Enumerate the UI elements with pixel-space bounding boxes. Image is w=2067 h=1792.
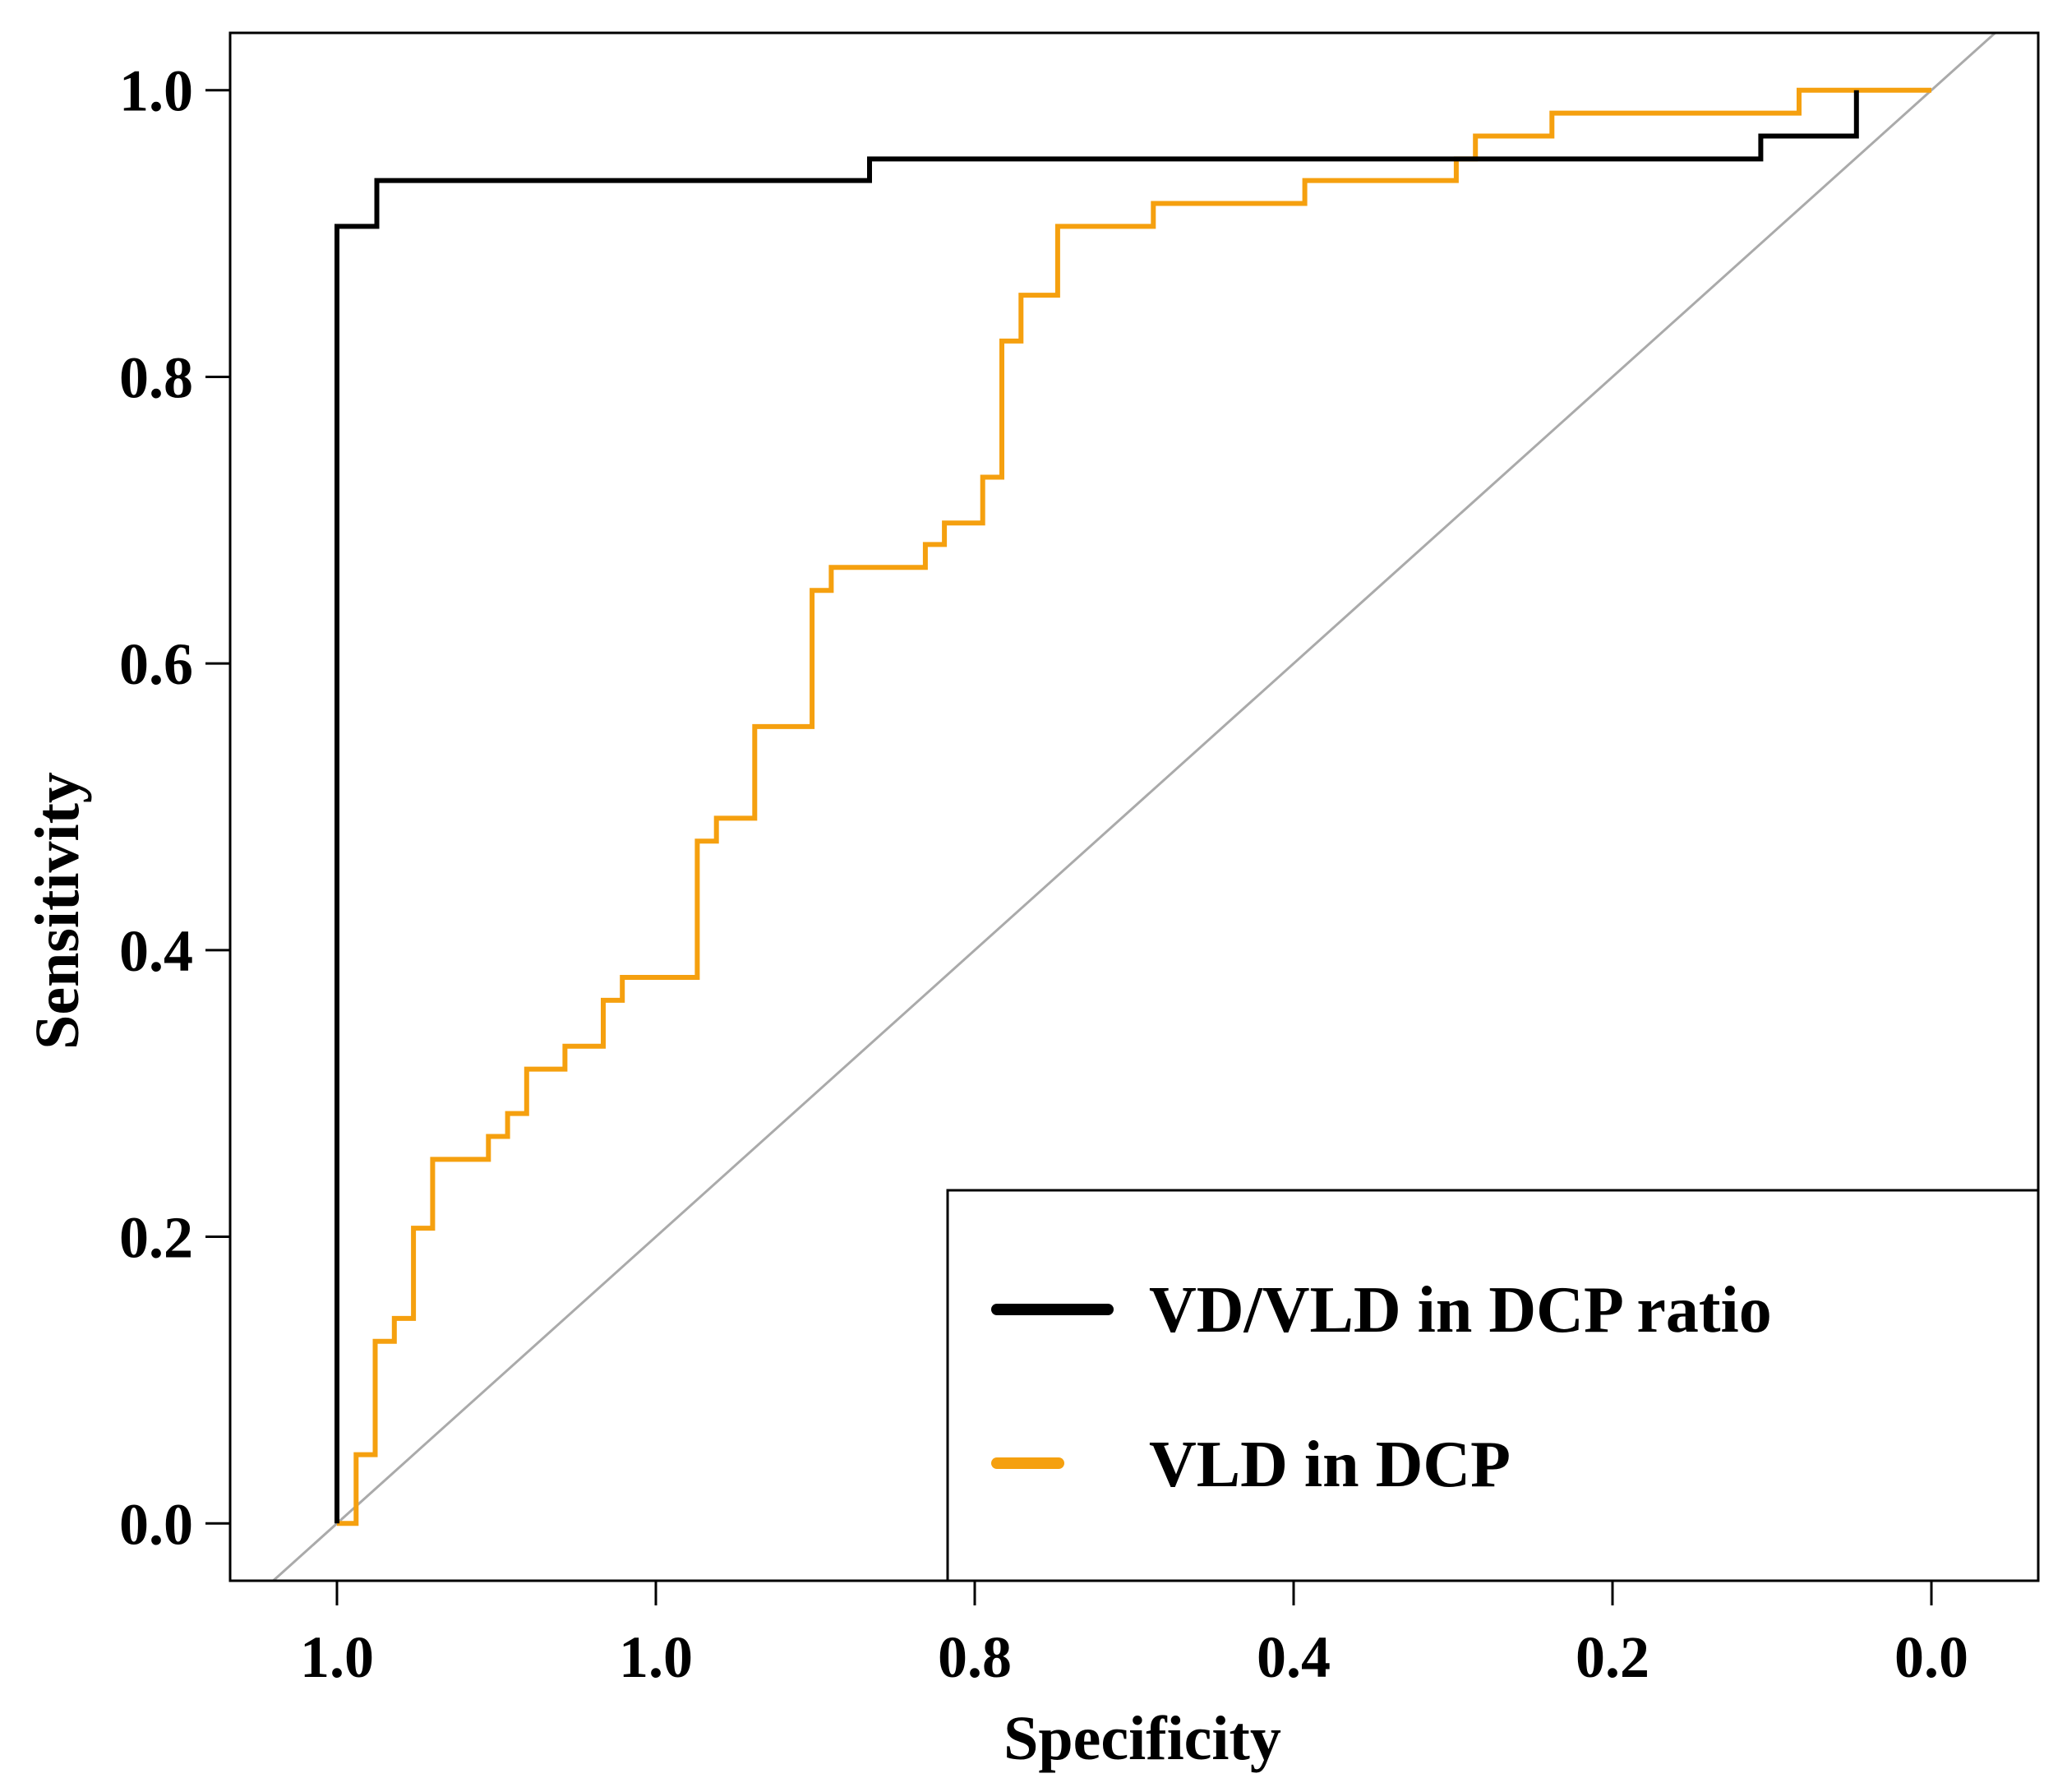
x-tick-label: 0.2: [1576, 1624, 1649, 1690]
y-tick-label: 1.0: [119, 58, 193, 124]
x-tick-label: 0.0: [1894, 1624, 1968, 1690]
series-line-vd-vld-ratio: [335, 90, 1859, 1524]
reference-diagonal-line: [272, 33, 1996, 1581]
x-tick-label: 0.8: [938, 1624, 1012, 1690]
x-axis-title: Specificity: [1004, 1704, 1281, 1773]
y-tick-label: 0.8: [119, 344, 193, 410]
y-axis-title: Sensitivity: [23, 772, 92, 1050]
x-tick-label: 1.0: [300, 1624, 374, 1690]
legend: VD/VLD in DCP ratio VLD in DCP: [946, 1189, 2040, 1582]
y-tick-label: 0.2: [119, 1205, 193, 1271]
plot-area: [272, 33, 1996, 1581]
legend-label-vd-vld-ratio: VD/VLD in DCP ratio: [1149, 1274, 1772, 1346]
x-tick-label: 0.4: [1257, 1624, 1331, 1690]
y-tick-label: 0.4: [119, 918, 193, 984]
legend-box: [946, 1189, 2040, 1582]
x-tick-label: 1.0: [619, 1624, 693, 1690]
y-tick-label: 0.0: [119, 1491, 193, 1557]
y-tick-label: 0.6: [119, 631, 193, 697]
axes: 1.0 1.0 0.8 0.4 0.2 0.0 0.0 0.2 0.4 0.6 0.8 1.0: [119, 58, 1968, 1690]
series-line-vld-dcp: [337, 87, 1931, 1526]
legend-label-vld-dcp: VLD in DCP: [1149, 1429, 1511, 1501]
